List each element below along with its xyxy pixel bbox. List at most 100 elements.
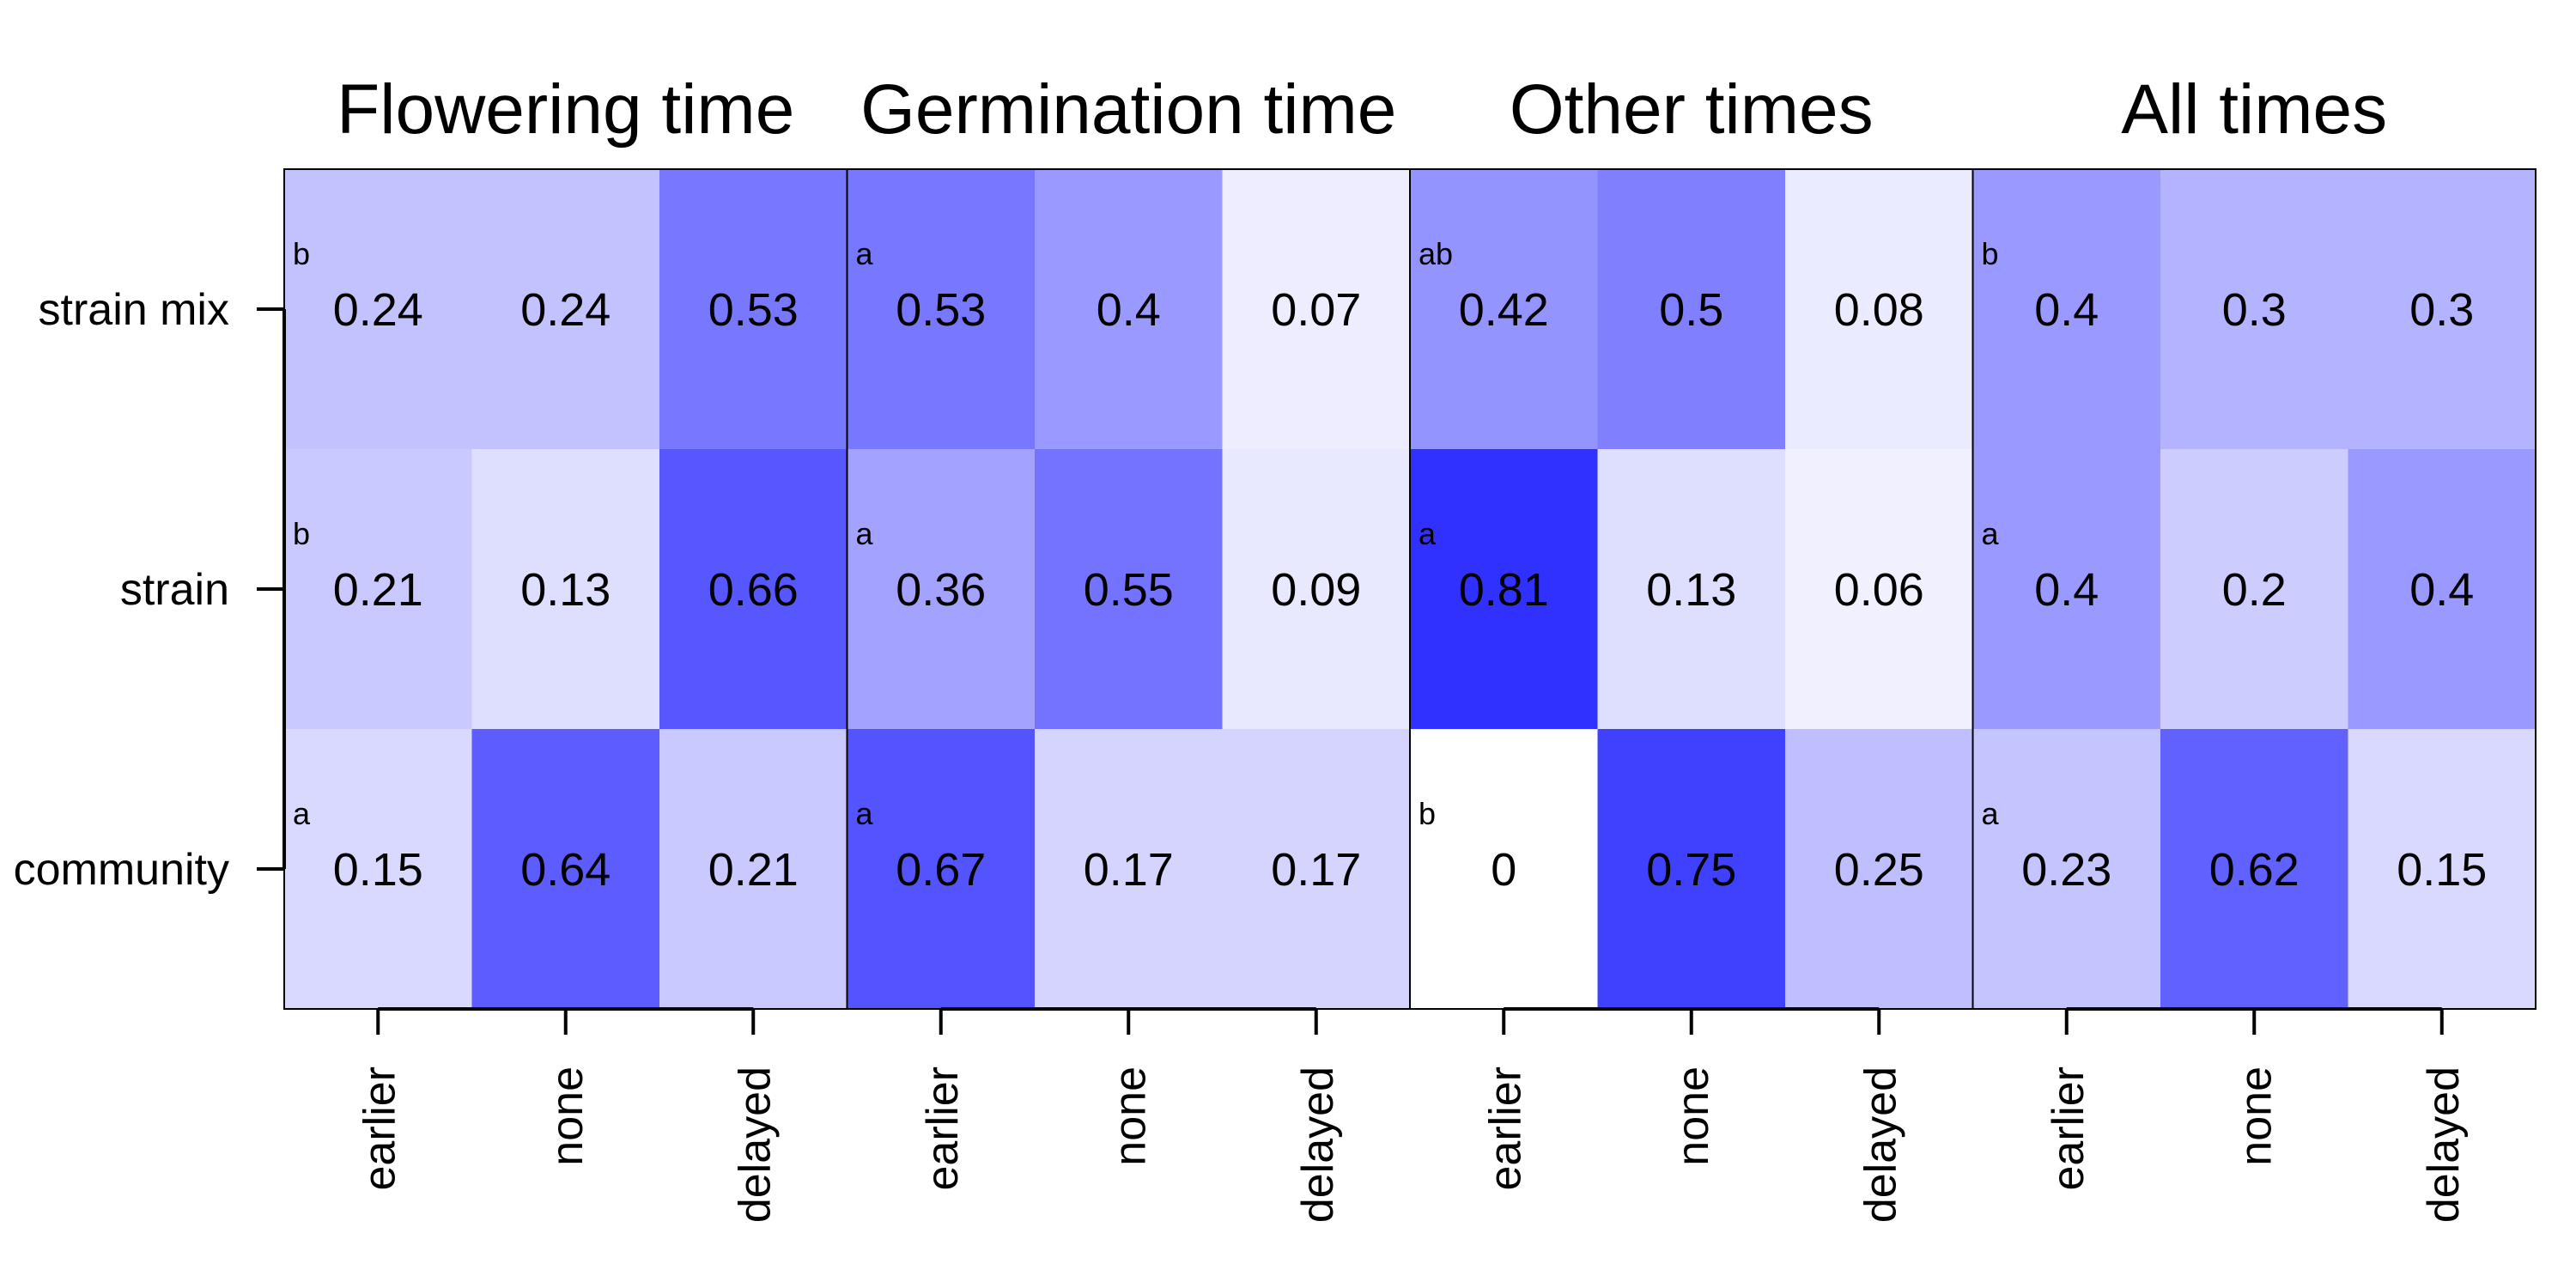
cell-value-label: 0.81	[1459, 564, 1549, 616]
cell-value-label: 0.4	[2034, 284, 2099, 336]
cell-value-label: 0.24	[333, 284, 423, 336]
panel-title: Other times	[1510, 70, 1874, 149]
cell-value-label: 0.3	[2222, 284, 2287, 336]
x-tick-label: earlier	[1480, 1066, 1530, 1191]
cell-value-label: 0.5	[1659, 284, 1723, 336]
heatmap-cell	[1222, 729, 1411, 1010]
x-tick-label: delayed	[730, 1066, 780, 1223]
heatmap-cell	[1597, 449, 1786, 730]
cell-value-label: 0.3	[2409, 284, 2474, 336]
cell-value-label: 0.4	[2034, 564, 2099, 616]
significance-letter: a	[1982, 796, 2000, 831]
cell-value-label: 0.13	[1646, 564, 1736, 616]
significance-letter: b	[1419, 796, 1436, 831]
x-tick-label: delayed	[1856, 1066, 1905, 1223]
heatmap-cell	[847, 449, 1036, 730]
significance-letter: b	[293, 236, 310, 271]
heatmap-cell	[659, 169, 848, 450]
cell-value-label: 0.21	[333, 564, 423, 616]
x-tick-label: none	[2231, 1066, 2281, 1166]
cell-value-label: 0.53	[896, 284, 986, 336]
cell-value-label: 0.08	[1834, 284, 1924, 336]
heatmap-cell	[2160, 729, 2349, 1010]
significance-letter: a	[856, 516, 874, 551]
cell-value-label: 0.2	[2222, 564, 2287, 616]
cell-value-label: 0.55	[1084, 564, 1174, 616]
heatmap-cell	[1785, 169, 1974, 450]
significance-letter: b	[1982, 236, 1999, 271]
significance-letter: a	[293, 796, 311, 831]
heatmap-cell	[2348, 169, 2537, 450]
y-tick-label: community	[14, 845, 229, 895]
x-tick-label: earlier	[918, 1066, 968, 1191]
x-tick-label: earlier	[355, 1066, 404, 1191]
heatmap-cell	[1410, 169, 1599, 450]
cell-value-label: 0.75	[1646, 844, 1736, 896]
heatmap-cell	[1972, 729, 2161, 1010]
cell-value-label: 0.15	[333, 844, 423, 896]
heatmap-cell	[1035, 449, 1224, 730]
heatmap-cell	[2348, 729, 2537, 1010]
heatmap-cell	[1410, 729, 1599, 1010]
heatmap-cell	[2160, 449, 2349, 730]
y-tick-label: strain	[120, 565, 229, 615]
significance-letter: a	[856, 796, 874, 831]
cell-value-label: 0.13	[520, 564, 611, 616]
heatmap-cell	[847, 169, 1036, 450]
heatmap-cell	[1035, 169, 1224, 450]
heatmap-cell	[284, 169, 473, 450]
heatmap-cell	[2348, 449, 2537, 730]
cell-value-label: 0.17	[1271, 844, 1361, 896]
heatmap-cell	[1222, 449, 1411, 730]
cell-value-label: 0.62	[2209, 844, 2300, 896]
x-tick-label: none	[543, 1066, 592, 1166]
cell-value-label: 0.23	[2021, 844, 2111, 896]
heatmap-cell	[1972, 449, 2161, 730]
cell-value-label: 0.64	[520, 844, 611, 896]
heatmap-cell	[659, 729, 848, 1010]
x-tick-label: none	[1668, 1066, 1718, 1166]
cell-value-label: 0.67	[896, 844, 986, 896]
significance-letter: ab	[1419, 236, 1453, 271]
panel-title: Germination time	[860, 70, 1396, 149]
x-tick-label: delayed	[2419, 1066, 2469, 1223]
cell-value-label: 0.66	[708, 564, 799, 616]
cell-value-label: 0.17	[1084, 844, 1174, 896]
significance-letter: a	[856, 236, 874, 271]
heatmap-cell	[2160, 169, 2349, 450]
cell-value-label: 0.07	[1271, 284, 1361, 336]
heatmap-cell	[1222, 169, 1411, 450]
heatmap-cell	[1972, 169, 2161, 450]
heatmap-cell	[284, 729, 473, 1010]
panel-title: Flowering time	[337, 70, 794, 149]
heatmap-cell	[847, 729, 1036, 1010]
y-tick-label: strain mix	[39, 285, 229, 335]
cell-value-label: 0.53	[708, 284, 799, 336]
cell-value-label: 0.15	[2397, 844, 2487, 896]
x-tick-label: none	[1105, 1066, 1155, 1166]
cell-value-label: 0.21	[708, 844, 799, 896]
heatmap-cell	[1035, 729, 1224, 1010]
cell-value-label: 0.4	[1097, 284, 1161, 336]
heatmap-cell	[1410, 449, 1599, 730]
panel-title: All times	[2121, 70, 2387, 149]
heatmap-cell	[659, 449, 848, 730]
x-tick-label: earlier	[2044, 1066, 2093, 1191]
cell-value-label: 0.42	[1459, 284, 1549, 336]
x-tick-label: delayed	[1293, 1066, 1343, 1223]
cell-value-label: 0.25	[1834, 844, 1924, 896]
significance-letter: a	[1419, 516, 1437, 551]
cell-value-label: 0.36	[896, 564, 986, 616]
cell-value-label: 0.24	[520, 284, 611, 336]
cell-value-label: 0.4	[2409, 564, 2474, 616]
heatmap-cell	[1597, 729, 1786, 1010]
heatmap-cell	[284, 449, 473, 730]
cell-value-label: 0	[1491, 844, 1516, 896]
cell-value-label: 0.09	[1271, 564, 1361, 616]
heatmap-cell	[1785, 729, 1974, 1010]
heatmap-cell	[471, 169, 660, 450]
cell-value-label: 0.06	[1834, 564, 1924, 616]
heatmap-cell	[471, 729, 660, 1010]
